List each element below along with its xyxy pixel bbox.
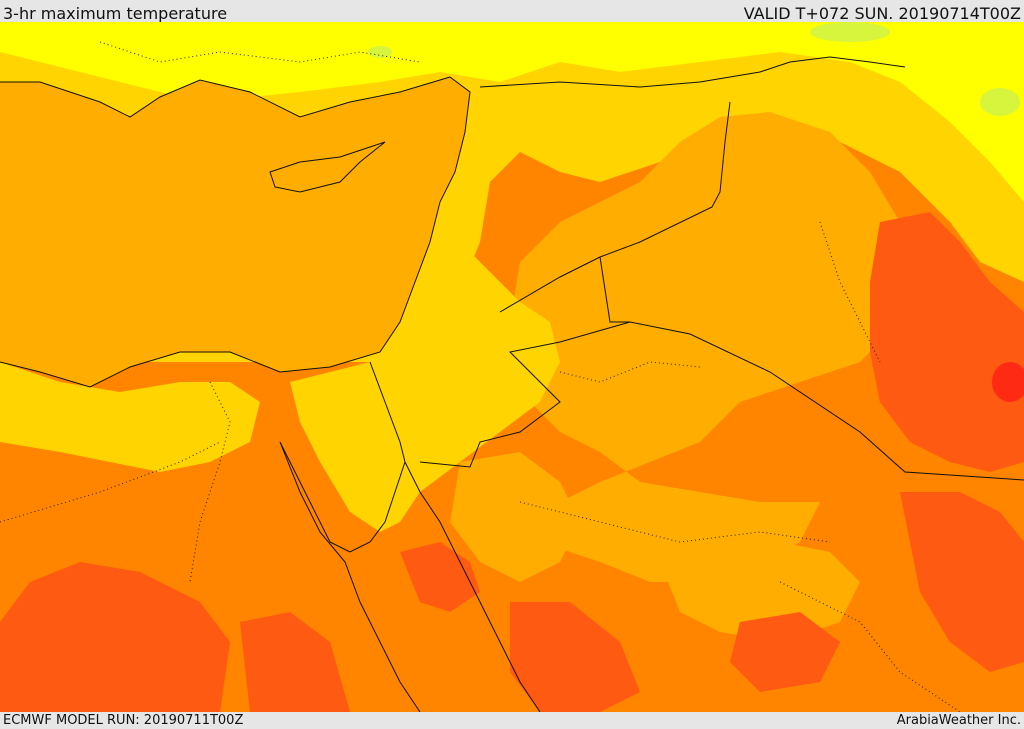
field-amber-arabia-2	[660, 542, 860, 642]
coastline-cyprus	[269, 141, 386, 193]
field-green-patch	[810, 22, 890, 42]
field-hot-egypt-2	[240, 612, 350, 712]
footer-bar: ECMWF MODEL RUN: 20190711T00Z ArabiaWeat…	[0, 712, 1024, 729]
dotted-boundary-4	[779, 581, 961, 712]
dotted-boundary-3	[519, 501, 831, 543]
field-hot-egypt	[0, 562, 230, 712]
field-hot-najd	[730, 612, 840, 692]
dotted-boundary-5	[99, 41, 421, 63]
valid-time: VALID T+072 SUN. 20190714T00Z	[743, 4, 1021, 23]
field-red-core	[992, 362, 1024, 402]
map-title: 3-hr maximum temperature	[3, 4, 228, 23]
border-jordan-iraq	[599, 256, 1024, 481]
border-jordan-saudi	[419, 321, 631, 468]
border-iraq-syria	[479, 56, 906, 88]
coastline-mediterranean	[0, 76, 471, 388]
model-run: ECMWF MODEL RUN: 20190711T00Z	[3, 713, 244, 728]
field-amber-inland	[510, 112, 920, 582]
field-gold-egypt	[0, 362, 260, 472]
field-green-patch-2	[368, 46, 392, 58]
field-hot-gulf	[900, 492, 1024, 672]
credit: ArabiaWeather Inc.	[896, 713, 1021, 728]
temperature-map[interactable]	[0, 22, 1024, 712]
border-syria-iraq-east	[499, 101, 731, 313]
coastline-red-sea	[279, 441, 421, 712]
border-egypt-israel	[369, 361, 406, 463]
field-green-patch-3	[980, 88, 1020, 116]
coastline-turkey	[0, 76, 451, 118]
header-bar: 3-hr maximum temperature VALID T+072 SUN…	[0, 0, 1024, 23]
borders	[0, 56, 1024, 712]
field-hot-hejaz	[400, 542, 480, 612]
dotted-boundaries	[0, 41, 961, 712]
field-gold-sinai	[290, 252, 560, 532]
dotted-boundary	[0, 441, 221, 523]
field-hot-iraq	[870, 212, 1024, 472]
field-hot-red-sea	[510, 602, 640, 712]
coastline-red-sea-east	[404, 461, 541, 712]
sea-mediterranean	[0, 77, 470, 387]
field-amber-arabia	[450, 452, 580, 582]
dotted-boundary-2	[559, 361, 701, 383]
map-canvas	[0, 22, 1024, 712]
